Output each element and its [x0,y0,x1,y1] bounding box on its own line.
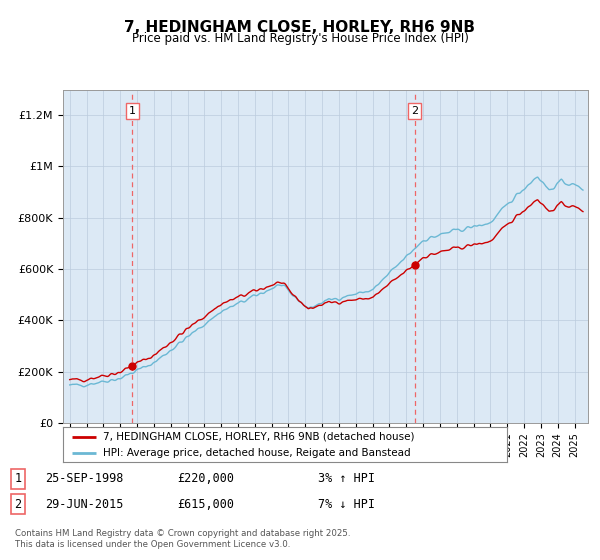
Text: 3% ↑ HPI: 3% ↑ HPI [318,472,375,486]
Text: Contains HM Land Registry data © Crown copyright and database right 2025.
This d: Contains HM Land Registry data © Crown c… [15,529,350,549]
Text: 2: 2 [14,497,22,511]
Text: HPI: Average price, detached house, Reigate and Banstead: HPI: Average price, detached house, Reig… [103,447,410,458]
Text: 29-JUN-2015: 29-JUN-2015 [45,497,124,511]
Text: 2: 2 [411,106,418,116]
Text: 7% ↓ HPI: 7% ↓ HPI [318,497,375,511]
Text: Price paid vs. HM Land Registry's House Price Index (HPI): Price paid vs. HM Land Registry's House … [131,32,469,45]
Text: 7, HEDINGHAM CLOSE, HORLEY, RH6 9NB (detached house): 7, HEDINGHAM CLOSE, HORLEY, RH6 9NB (det… [103,432,415,442]
Text: 1: 1 [129,106,136,116]
Text: £615,000: £615,000 [177,497,234,511]
Text: 1: 1 [14,472,22,486]
Text: £220,000: £220,000 [177,472,234,486]
Text: 25-SEP-1998: 25-SEP-1998 [45,472,124,486]
Text: 7, HEDINGHAM CLOSE, HORLEY, RH6 9NB: 7, HEDINGHAM CLOSE, HORLEY, RH6 9NB [125,20,476,35]
